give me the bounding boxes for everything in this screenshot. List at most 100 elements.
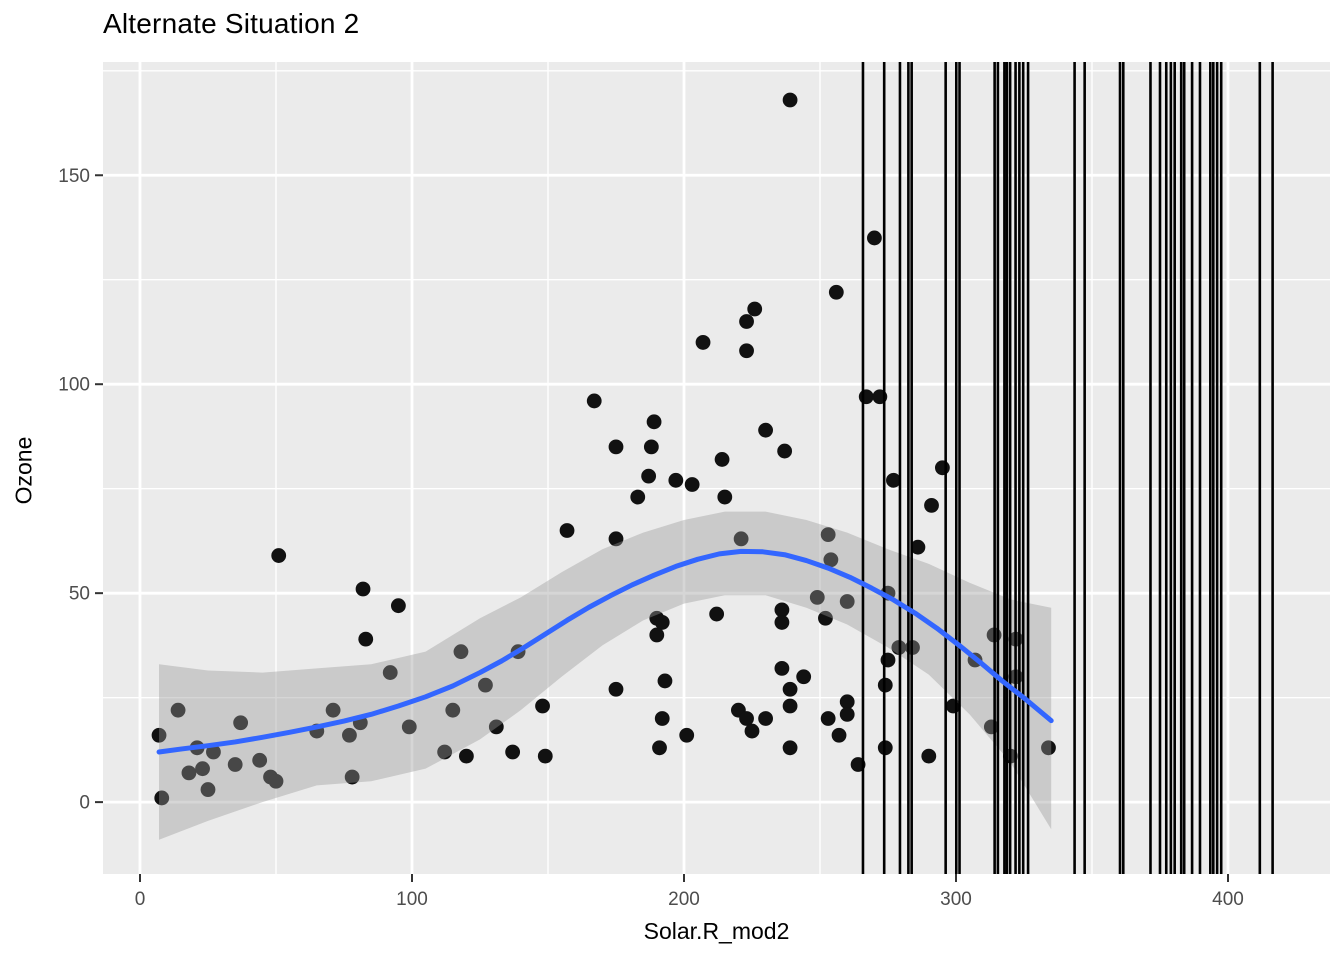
data-point [355, 581, 371, 597]
data-point [774, 660, 790, 676]
data-point [227, 757, 243, 772]
plot-panel [103, 62, 1330, 874]
data-point [586, 393, 602, 409]
x-tick-label: 100 [396, 889, 428, 910]
x-tick-label: 200 [668, 889, 700, 910]
data-point [796, 669, 812, 685]
data-point [774, 615, 790, 630]
data-point [910, 539, 926, 555]
data-point [641, 468, 657, 484]
confidence-ribbon [159, 511, 1052, 840]
data-point [646, 414, 662, 430]
smooth-line [156, 548, 1054, 755]
data-point [758, 422, 773, 438]
data-point [744, 723, 760, 739]
data-point [181, 765, 197, 781]
data-point [453, 644, 469, 660]
data-point [268, 773, 284, 789]
data-point [608, 681, 624, 697]
data-point [886, 472, 901, 488]
data-point [382, 665, 398, 680]
data-point [445, 702, 461, 718]
data-point [537, 748, 553, 764]
y-tick-label: 100 [58, 375, 90, 396]
data-point [684, 477, 700, 492]
data-point [654, 615, 670, 630]
data-point [820, 527, 836, 543]
data-point [839, 694, 855, 710]
data-point [921, 748, 937, 764]
data-point [358, 631, 374, 647]
data-point [608, 531, 624, 547]
data-point [782, 740, 798, 756]
data-point [758, 711, 773, 726]
data-point [206, 744, 221, 760]
data-point [170, 702, 186, 718]
data-point [654, 711, 670, 726]
x-tick-label: 300 [940, 889, 972, 910]
data-point [679, 727, 695, 743]
data-point [233, 715, 249, 731]
data-point [1041, 740, 1056, 756]
data-point [823, 552, 839, 568]
data-point [858, 389, 874, 405]
data-point [200, 782, 216, 797]
data-point [818, 610, 833, 626]
data-point [437, 744, 453, 760]
data-point [733, 531, 749, 547]
data-point [630, 489, 646, 505]
plot-title: Alternate Situation 2 [103, 8, 360, 39]
data-point [866, 230, 882, 246]
data-point [252, 752, 268, 768]
data-point [488, 719, 504, 735]
data-point [717, 489, 733, 505]
data-point [695, 335, 711, 350]
data-point [401, 719, 417, 735]
y-axis-title: Ozone [10, 436, 37, 505]
data-point [505, 744, 521, 760]
data-point [643, 439, 659, 455]
y-tick-label: 0 [79, 793, 90, 814]
data-point [325, 702, 341, 718]
x-tick-label: 400 [1212, 889, 1244, 910]
data-point [747, 301, 763, 317]
data-point [535, 698, 550, 714]
y-tick-label: 50 [69, 584, 90, 605]
data-point [774, 602, 790, 618]
data-point [668, 472, 684, 488]
data-point [390, 598, 406, 614]
data-point [782, 698, 798, 714]
data-point [782, 681, 798, 697]
data-point [739, 711, 754, 726]
data-point [709, 606, 725, 622]
data-point [657, 673, 673, 689]
data-point [924, 498, 939, 513]
data-point [714, 452, 730, 467]
data-point [154, 790, 170, 806]
data-point [649, 627, 665, 643]
data-point [831, 727, 847, 743]
y-tick-label: 150 [58, 166, 90, 187]
data-point [652, 740, 667, 756]
data-point [782, 92, 798, 108]
data-point [478, 677, 493, 693]
data-point [271, 548, 287, 563]
data-point [739, 314, 754, 329]
data-point [809, 589, 825, 605]
data-point [777, 443, 793, 459]
x-axis-title: Solar.R_mod2 [643, 918, 790, 944]
data-point [342, 727, 357, 743]
data-point [195, 761, 210, 777]
x-tick-label: 0 [135, 889, 146, 910]
data-point [739, 343, 754, 359]
data-point [820, 711, 836, 726]
data-point [559, 523, 575, 538]
data-point [880, 652, 896, 668]
data-point [608, 439, 624, 455]
data-point [828, 284, 844, 300]
data-point [344, 769, 360, 785]
data-point [934, 460, 950, 476]
data-point [458, 748, 474, 764]
